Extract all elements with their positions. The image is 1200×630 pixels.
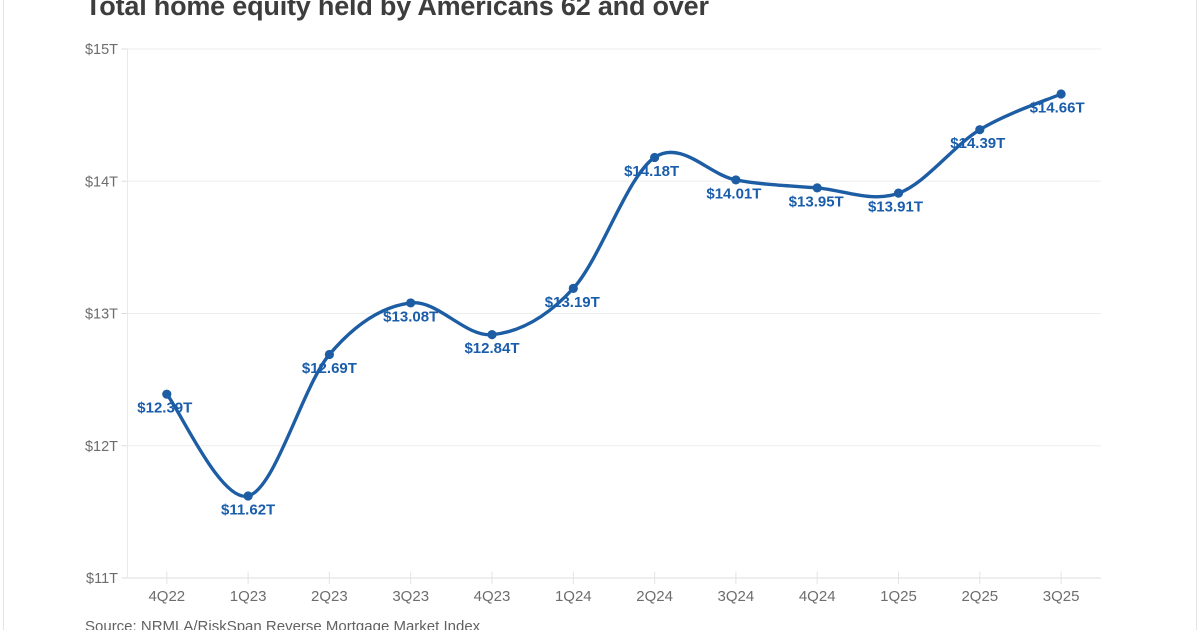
data-point[interactable] [162,389,172,399]
x-axis-label: 2Q23 [311,588,348,605]
source-attribution: Source: NRMLA/RiskSpan Reverse Mortgage … [85,618,481,630]
y-axis-label: $13T [85,307,118,323]
data-point-label: $13.19T [545,294,600,311]
x-axis-label: 3Q24 [718,588,755,605]
x-axis-label: 1Q25 [880,588,917,605]
data-point[interactable] [487,330,497,340]
chart-title: Total home equity held by Americans 62 a… [85,0,709,21]
x-axis-label: 1Q24 [555,588,592,605]
data-point[interactable] [893,188,904,198]
data-point[interactable] [324,349,334,360]
x-axis-label: 4Q24 [799,588,836,605]
data-point[interactable] [812,183,822,193]
data-point-label: $13.91T [868,199,923,216]
x-axis-label: 4Q22 [148,588,185,605]
x-axis-label: 2Q25 [961,588,998,605]
data-point-label: $11.62T [221,502,275,519]
data-point-label: $13.95T [789,193,844,210]
y-axis-label: $14T [85,174,118,190]
y-axis-label: $15T [85,42,118,58]
x-axis-label: 3Q25 [1043,588,1080,605]
data-point[interactable] [975,125,985,135]
data-point-label: $14.01T [706,185,761,202]
x-axis-label: 3Q23 [392,588,429,605]
x-axis-label: 2Q24 [636,588,673,605]
data-point-label: $14.66T [1030,99,1085,116]
card-border-left [3,0,4,630]
data-point[interactable] [568,283,578,293]
data-point[interactable] [406,298,416,308]
y-axis-label: $12T [85,439,118,455]
data-point[interactable] [243,491,253,501]
data-point-label: $12.39T [137,400,192,417]
data-point[interactable] [1056,89,1066,99]
data-point-label: $12.84T [464,340,519,357]
x-axis-label: 4Q23 [474,588,511,605]
data-point-label: $13.08T [383,308,438,325]
card-border-right [1196,0,1197,630]
y-axis-label: $11T [86,571,118,587]
data-point-label: $14.18T [624,163,679,180]
data-point[interactable] [731,175,741,185]
trend-line [165,92,1063,498]
data-point[interactable] [650,152,660,163]
x-axis-label: 1Q23 [230,588,267,605]
data-point-label: $14.39T [950,135,1005,152]
data-point-label: $12.69T [302,360,357,377]
